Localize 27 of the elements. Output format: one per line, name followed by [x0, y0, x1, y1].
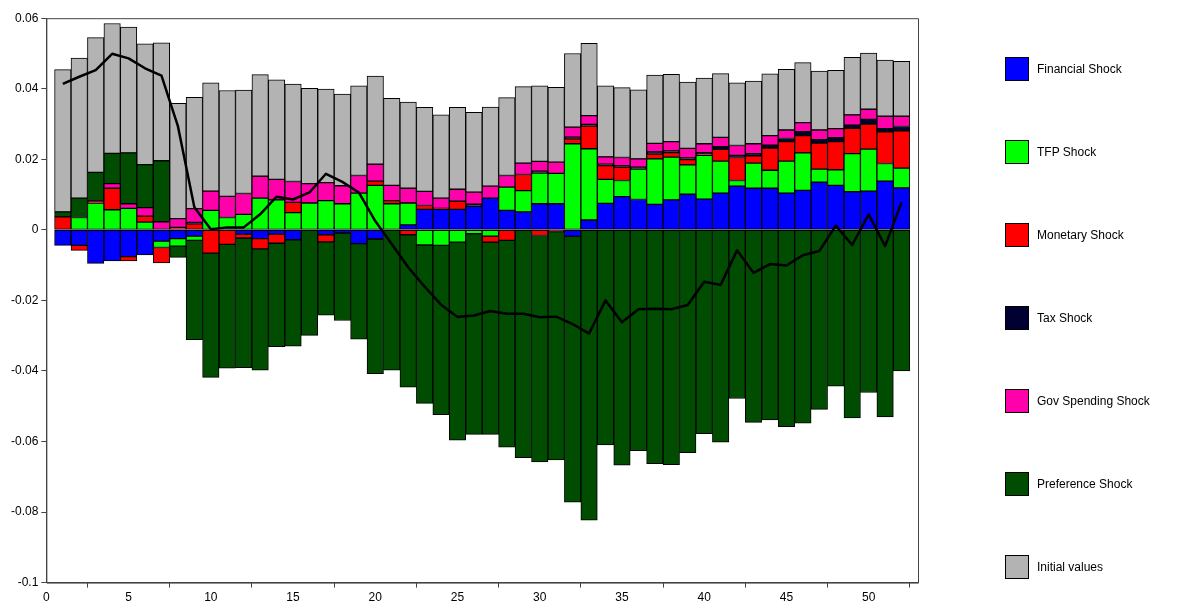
- y-tick-label: -0.02: [10, 292, 39, 307]
- y-tick-label: 0: [31, 222, 39, 237]
- x-tick-label: 45: [779, 590, 794, 605]
- legend-label: Tax Shock: [1037, 311, 1093, 325]
- x-tick-label: 15: [286, 590, 301, 605]
- x-tick-label: 35: [615, 590, 629, 605]
- legend-label: Preference Shock: [1037, 477, 1133, 491]
- x-tick-label: 40: [697, 590, 712, 605]
- legend-label: Gov Spending Shock: [1037, 394, 1150, 408]
- x-tick-label: 25: [450, 590, 465, 605]
- y-tick-label: -0.04: [10, 363, 39, 378]
- legend-label: TFP Shock: [1037, 145, 1097, 159]
- x-tick-label: 0: [43, 590, 51, 605]
- y-tick-label: -0.06: [10, 433, 39, 448]
- y-tick-label: -0.08: [10, 504, 39, 519]
- x-tick-label: 10: [204, 590, 218, 605]
- x-tick-label: 30: [533, 590, 547, 605]
- legend-label: Financial Shock: [1037, 62, 1122, 76]
- y-tick-label: 0.06: [14, 10, 39, 25]
- y-tick-label: 0.02: [14, 151, 39, 166]
- y-tick-label: -0.1: [17, 574, 39, 589]
- x-tick-label: 5: [125, 590, 133, 605]
- legend-label: Initial values: [1037, 560, 1104, 574]
- x-tick-label: 20: [368, 590, 383, 605]
- y-tick-label: 0.04: [14, 81, 39, 96]
- legend-label: Monetary Shock: [1037, 228, 1124, 242]
- x-tick-label: 50: [861, 590, 876, 605]
